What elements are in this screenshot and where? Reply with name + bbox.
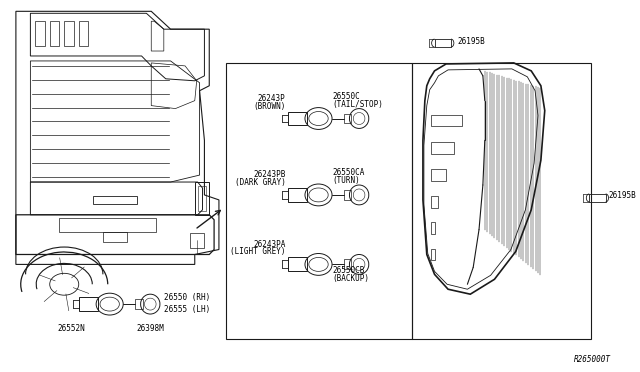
Text: 26550 (RH): 26550 (RH) [164, 293, 210, 302]
Text: (DARK GRAY): (DARK GRAY) [235, 178, 285, 187]
Text: 26550C: 26550C [332, 92, 360, 101]
Text: 26550CA: 26550CA [332, 168, 364, 177]
Text: 26243PB: 26243PB [253, 170, 285, 179]
Text: 26195B: 26195B [609, 192, 636, 201]
Text: 26243PA: 26243PA [253, 240, 285, 248]
Text: 26398M: 26398M [136, 324, 164, 333]
Text: (BROWN): (BROWN) [253, 102, 285, 110]
Text: 26555 (LH): 26555 (LH) [164, 305, 210, 314]
Text: 26243P: 26243P [258, 94, 285, 103]
Text: (TURN): (TURN) [332, 176, 360, 185]
Text: 26552N: 26552N [57, 324, 85, 333]
Text: 26195B: 26195B [458, 36, 486, 46]
Text: 26550CB: 26550CB [332, 266, 364, 275]
Text: (TAIL/STOP): (TAIL/STOP) [332, 100, 383, 109]
Text: (LIGHT GREY): (LIGHT GREY) [230, 247, 285, 256]
Text: R265000T: R265000T [573, 355, 611, 364]
Text: (BACKUP): (BACKUP) [332, 274, 369, 283]
